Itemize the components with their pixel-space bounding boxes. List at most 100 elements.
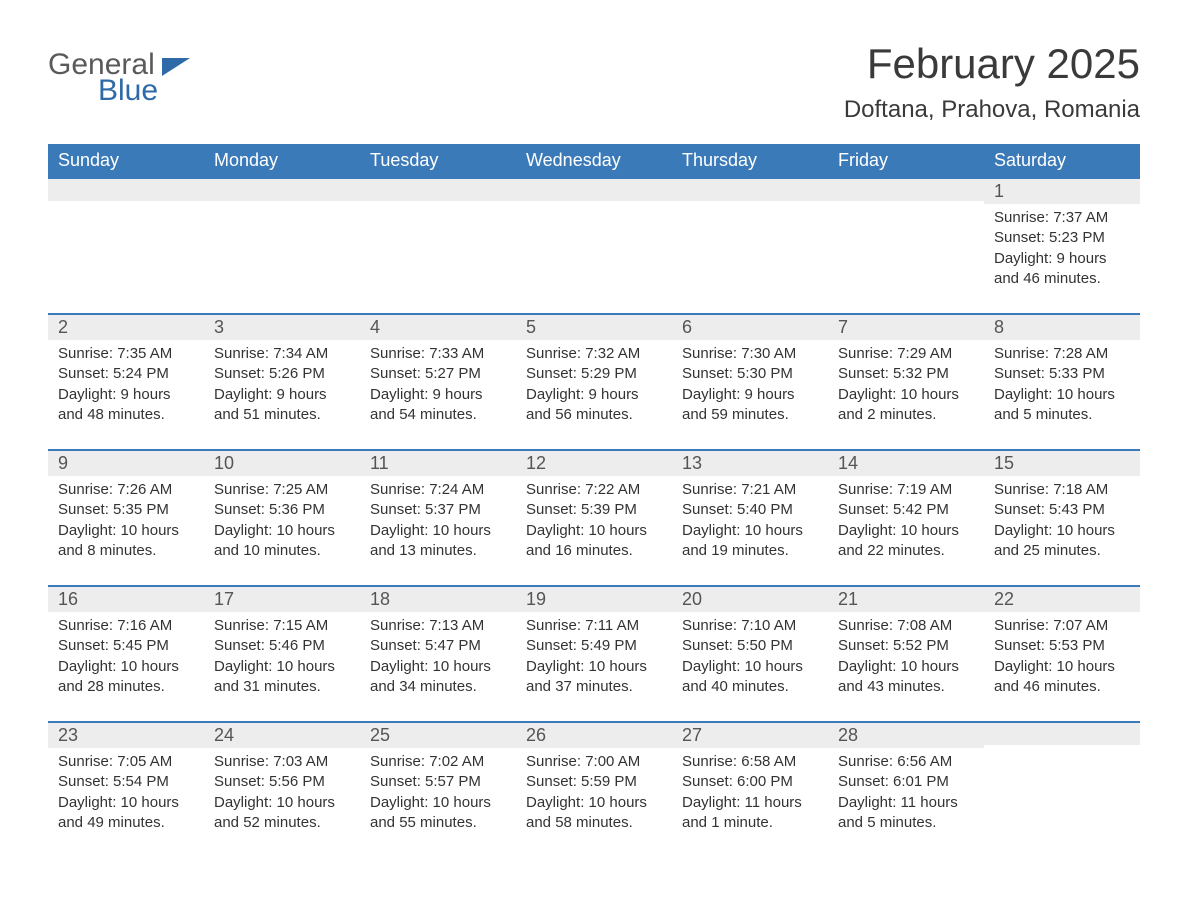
- day-info: Sunrise: 7:34 AMSunset: 5:26 PMDaylight:…: [214, 344, 350, 425]
- sunrise-text: Sunrise: 7:32 AM: [526, 344, 662, 364]
- day-info: Sunrise: 7:32 AMSunset: 5:29 PMDaylight:…: [526, 344, 662, 425]
- day-info: Sunrise: 7:02 AMSunset: 5:57 PMDaylight:…: [370, 752, 506, 833]
- sunrise-text: Sunrise: 7:21 AM: [682, 480, 818, 500]
- month-title: February 2025: [844, 40, 1140, 88]
- sunset-text: Sunset: 5:24 PM: [58, 364, 194, 384]
- daylight-text: Daylight: 9 hours and 46 minutes.: [994, 249, 1130, 290]
- daylight-text: Daylight: 10 hours and 13 minutes.: [370, 521, 506, 562]
- day-cell: 23Sunrise: 7:05 AMSunset: 5:54 PMDayligh…: [48, 722, 204, 857]
- sunset-text: Sunset: 5:47 PM: [370, 636, 506, 656]
- sunset-text: Sunset: 5:43 PM: [994, 500, 1130, 520]
- dow-header: Sunday: [48, 144, 204, 178]
- daylight-text: Daylight: 11 hours and 5 minutes.: [838, 793, 974, 834]
- sunset-text: Sunset: 5:40 PM: [682, 500, 818, 520]
- sunset-text: Sunset: 5:32 PM: [838, 364, 974, 384]
- sunset-text: Sunset: 5:50 PM: [682, 636, 818, 656]
- day-info: Sunrise: 7:21 AMSunset: 5:40 PMDaylight:…: [682, 480, 818, 561]
- empty-cell: [516, 178, 672, 314]
- day-info: Sunrise: 7:07 AMSunset: 5:53 PMDaylight:…: [994, 616, 1130, 697]
- daylight-text: Daylight: 10 hours and 31 minutes.: [214, 657, 350, 698]
- day-info: Sunrise: 7:03 AMSunset: 5:56 PMDaylight:…: [214, 752, 350, 833]
- day-cell: 6Sunrise: 7:30 AMSunset: 5:30 PMDaylight…: [672, 314, 828, 450]
- empty-cell: [360, 178, 516, 314]
- day-cell: 3Sunrise: 7:34 AMSunset: 5:26 PMDaylight…: [204, 314, 360, 450]
- day-info: Sunrise: 7:28 AMSunset: 5:33 PMDaylight:…: [994, 344, 1130, 425]
- day-number: 26: [516, 723, 672, 748]
- day-cell: 2Sunrise: 7:35 AMSunset: 5:24 PMDaylight…: [48, 314, 204, 450]
- sunset-text: Sunset: 5:26 PM: [214, 364, 350, 384]
- week-row: 2 Sunrise: 7:35 AMSunset: 5:24 PM Daylight…: [48, 314, 1140, 450]
- daylight-text: Daylight: 10 hours and 49 minutes.: [58, 793, 194, 834]
- day-number: 11: [360, 451, 516, 476]
- day-cell: 19Sunrise: 7:11 AMSunset: 5:49 PMDayligh…: [516, 586, 672, 722]
- week-row: 9Sunrise: 7:26 AMSunset: 5:35 PMDaylight…: [48, 450, 1140, 586]
- empty-cell: [204, 178, 360, 314]
- day-number: 15: [984, 451, 1140, 476]
- day-number: 6: [672, 315, 828, 340]
- calendar-table: SundayMondayTuesdayWednesdayThursdayFrid…: [48, 144, 1140, 857]
- day-cell: 16Sunrise: 7:16 AMSunset: 5:45 PMDayligh…: [48, 586, 204, 722]
- sunset-text: Sunset: 5:45 PM: [58, 636, 194, 656]
- day-info: Sunrise: 7:33 AMSunset: 5:27 PMDaylight:…: [370, 344, 506, 425]
- day-number: 8: [984, 315, 1140, 340]
- sunrise-text: Sunrise: 7:29 AM: [838, 344, 974, 364]
- daylight-text: Daylight: 10 hours and 40 minutes.: [682, 657, 818, 698]
- day-cell: 7Sunrise: 7:29 AMSunset: 5:32 PMDaylight…: [828, 314, 984, 450]
- sunrise-text: Sunrise: 7:35 AM: [58, 344, 194, 364]
- day-number: 14: [828, 451, 984, 476]
- day-number: 7: [828, 315, 984, 340]
- daylight-text: Daylight: 10 hours and 55 minutes.: [370, 793, 506, 834]
- sunrise-text: Sunrise: 7:07 AM: [994, 616, 1130, 636]
- sunrise-text: Sunrise: 7:19 AM: [838, 480, 974, 500]
- day-cell: 20Sunrise: 7:10 AMSunset: 5:50 PMDayligh…: [672, 586, 828, 722]
- day-info: Sunrise: 7:19 AMSunset: 5:42 PMDaylight:…: [838, 480, 974, 561]
- sunset-text: Sunset: 5:54 PM: [58, 772, 194, 792]
- sunrise-text: Sunrise: 7:08 AM: [838, 616, 974, 636]
- logo: General Blue: [48, 50, 190, 106]
- day-cell: 28 Sunrise: 6:56 AMSunset: 6:01 PMDayligh…: [828, 722, 984, 857]
- sunset-text: Sunset: 5:35 PM: [58, 500, 194, 520]
- sunset-text: Sunset: 5:46 PM: [214, 636, 350, 656]
- sunset-text: Sunset: 6:00 PM: [682, 772, 818, 792]
- sunrise-text: Sunrise: 7:28 AM: [994, 344, 1130, 364]
- daylight-text: Daylight: 9 hours and 54 minutes.: [370, 385, 506, 426]
- sunset-text: Sunset: 5:39 PM: [526, 500, 662, 520]
- day-number: 2: [48, 315, 204, 340]
- sunset-text: Sunset: 5:29 PM: [526, 364, 662, 384]
- daylight-text: Daylight: 10 hours and 52 minutes.: [214, 793, 350, 834]
- sunrise-text: Sunrise: 7:13 AM: [370, 616, 506, 636]
- day-cell: 15Sunrise: 7:18 AMSunset: 5:43 PMDayligh…: [984, 450, 1140, 586]
- sunset-text: Sunset: 6:01 PM: [838, 772, 974, 792]
- sunrise-text: Sunrise: 7:22 AM: [526, 480, 662, 500]
- sunset-text: Sunset: 5:37 PM: [370, 500, 506, 520]
- day-number: 28: [828, 723, 984, 748]
- sunset-text: Sunset: 5:30 PM: [682, 364, 818, 384]
- header: General Blue February 2025 Doftana, Prah…: [48, 40, 1140, 136]
- sunrise-text: Sunrise: 7:33 AM: [370, 344, 506, 364]
- day-number: 20: [672, 587, 828, 612]
- week-row: 1Sunrise: 7:37 AMSunset: 5:23 PMDaylight…: [48, 178, 1140, 314]
- sunset-text: Sunset: 5:36 PM: [214, 500, 350, 520]
- day-number: [828, 179, 984, 201]
- day-number: 25: [360, 723, 516, 748]
- daylight-text: Daylight: 10 hours and 22 minutes.: [838, 521, 974, 562]
- daylight-text: Daylight: 10 hours and 46 minutes.: [994, 657, 1130, 698]
- day-cell: 17Sunrise: 7:15 AMSunset: 5:46 PMDayligh…: [204, 586, 360, 722]
- day-info: Sunrise: 7:24 AMSunset: 5:37 PMDaylight:…: [370, 480, 506, 561]
- day-info: Sunrise: 7:00 AMSunset: 5:59 PMDaylight:…: [526, 752, 662, 833]
- daylight-text: Daylight: 10 hours and 28 minutes.: [58, 657, 194, 698]
- sunset-text: Sunset: 5:27 PM: [370, 364, 506, 384]
- day-info: Sunrise: 6:56 AMSunset: 6:01 PMDaylight:…: [838, 752, 974, 833]
- sunset-text: Sunset: 5:49 PM: [526, 636, 662, 656]
- sunrise-text: Sunrise: 6:56 AM: [838, 752, 974, 772]
- day-number: 1: [984, 179, 1140, 204]
- day-number: 5: [516, 315, 672, 340]
- week-row: 16Sunrise: 7:16 AMSunset: 5:45 PMDayligh…: [48, 586, 1140, 722]
- day-cell: 5 Sunrise: 7:32 AMSunset: 5:29 PMDaylight…: [516, 314, 672, 450]
- daylight-text: Daylight: 11 hours and 1 minute.: [682, 793, 818, 834]
- day-number: [48, 179, 204, 201]
- sunset-text: Sunset: 5:57 PM: [370, 772, 506, 792]
- dow-header: Wednesday: [516, 144, 672, 178]
- day-number: 22: [984, 587, 1140, 612]
- day-cell: 12Sunrise: 7:22 AMSunset: 5:39 PMDayligh…: [516, 450, 672, 586]
